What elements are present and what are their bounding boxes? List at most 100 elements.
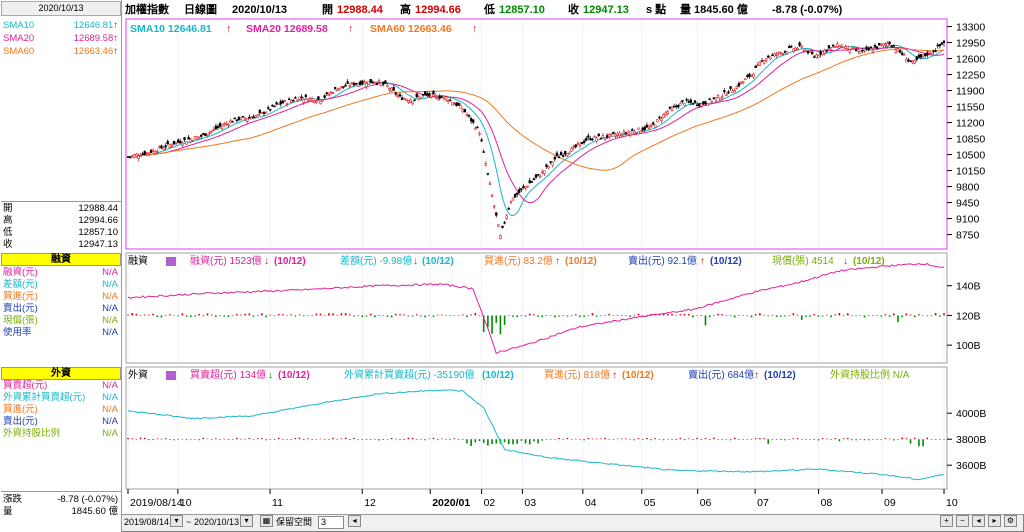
margin-diff-bar [173,315,175,317]
sma10-label: SMA10 [3,20,35,31]
margin-diff-bar [441,314,443,316]
margin-diff-bar [424,315,426,318]
margin-diff-bar [537,315,539,317]
candle-body [386,85,389,87]
candle-body [693,100,697,103]
volume-value: 1845.60 億 [71,506,118,517]
legend-menu-icon[interactable] [166,257,176,266]
candle-body [216,126,220,129]
zoom-out-icon[interactable]: − [956,515,969,527]
margin-diff-bar [487,315,489,328]
foreign-net-bar [194,439,196,440]
margin-section-header[interactable]: 融資 [1,253,121,266]
candle-body [695,104,699,107]
candle-body [486,173,490,175]
candle-body [848,49,851,53]
margin-diff-bar [340,313,343,316]
candle-body [524,186,527,189]
margin-diff-bar [667,313,669,316]
keep-space-toggle-icon[interactable]: ▦ [260,515,273,527]
foreign-net-bar [876,439,878,440]
margin-diff-bar [800,315,803,320]
candle-body [865,46,868,50]
foreign-net-bar [721,439,724,440]
candle-body [610,133,613,136]
keep-space-input[interactable]: 3 [318,516,344,529]
foreign-section-header[interactable]: 外資 [1,367,121,380]
candle-body [788,46,791,49]
foreign-net-bar [863,439,866,441]
candle-body [252,116,255,119]
margin-diff-bar [541,315,544,318]
margin-diff-bar [880,315,883,317]
foreign-net-bar [817,439,820,441]
candle-body [626,131,630,135]
candle-body [160,145,163,149]
settings-icon[interactable]: ⚙ [1004,515,1017,527]
foreign-legend-buy: 買進(元) 818億 [544,368,610,381]
header-volume-value: 1845.60 億 [694,2,748,16]
foreign-net-bar [842,438,845,440]
legend-menu-icon[interactable] [166,371,176,380]
zoom-in-icon[interactable]: + [940,515,953,527]
x-tick-label: 05 [644,497,656,509]
candle-body [769,56,772,60]
candle-body [698,103,701,107]
margin-diff-bar [482,315,485,333]
foreign-net-bar [348,439,351,440]
margin-diff-bar [461,314,464,316]
range-end[interactable]: 2020/10/13 [194,517,240,527]
candle-body [467,114,471,117]
sma60-line [127,48,945,171]
foreign-net-bar [189,439,192,440]
info-date: 2020/10/13 [1,1,121,16]
candle-body [277,103,280,106]
foreign-net-bar [641,439,644,440]
candle-body [867,48,870,51]
pan-left-icon[interactable]: ◂ [972,515,985,527]
candle-body [903,54,906,56]
candle-body [325,92,328,95]
margin-row-label: 融資(元) [3,267,38,278]
foreign-net-bar [855,439,857,441]
margin-diff-bar [683,313,686,316]
margin-diff-bar [750,315,753,318]
foreign-net-bar [139,437,142,440]
foreign-net-bar [365,439,368,441]
candle-body [269,108,272,111]
candle-body [652,122,655,125]
candle-body [735,85,739,89]
margin-diff-bar [662,313,665,316]
change-label: 漲跌 [3,494,23,505]
candle-body [241,116,245,118]
margin-diff-bar [851,315,853,317]
info-sma10-row: SMA10 12646.81↑ [3,20,120,32]
candle-body [490,194,494,198]
foreign-net-bar [591,438,594,440]
margin-diff-bar [620,315,623,316]
range-start[interactable]: 2019/08/14 [124,517,170,527]
margin-legend-sell-date: (10/12) [710,256,742,267]
calendar-start-icon[interactable]: ▾ [170,515,183,527]
foreign-net-bar [800,439,803,440]
header-bar: 加權指數 日線圖 2020/10/13 開 12988.44 高 12994.6… [124,2,843,16]
candle-body [262,112,266,115]
candle-body [264,111,268,114]
chart-area[interactable]: 加權指數 日線圖 2020/10/13 開 12988.44 高 12994.6… [122,0,1024,514]
margin-diff-bar [148,314,150,316]
stepper-icon[interactable]: ◂ [348,515,361,527]
candle-body [361,80,364,84]
candle-body [802,49,805,52]
margin-diff-bar [566,315,569,317]
margin-diff-bar [361,315,364,318]
foreign-row-label: 賣出(元) [3,416,38,427]
margin-row-repay: 現償(張) N/A [3,315,120,327]
margin-diff-bar [374,315,376,318]
margin-legend-diff-date: (10/12) [422,256,454,267]
foreign-net-bar [687,438,690,440]
candle-body [530,181,533,183]
margin-diff-bar [516,315,518,318]
calendar-end-icon[interactable]: ▾ [240,515,253,527]
pan-right-icon[interactable]: ▸ [988,515,1001,527]
candle-body [526,185,529,188]
